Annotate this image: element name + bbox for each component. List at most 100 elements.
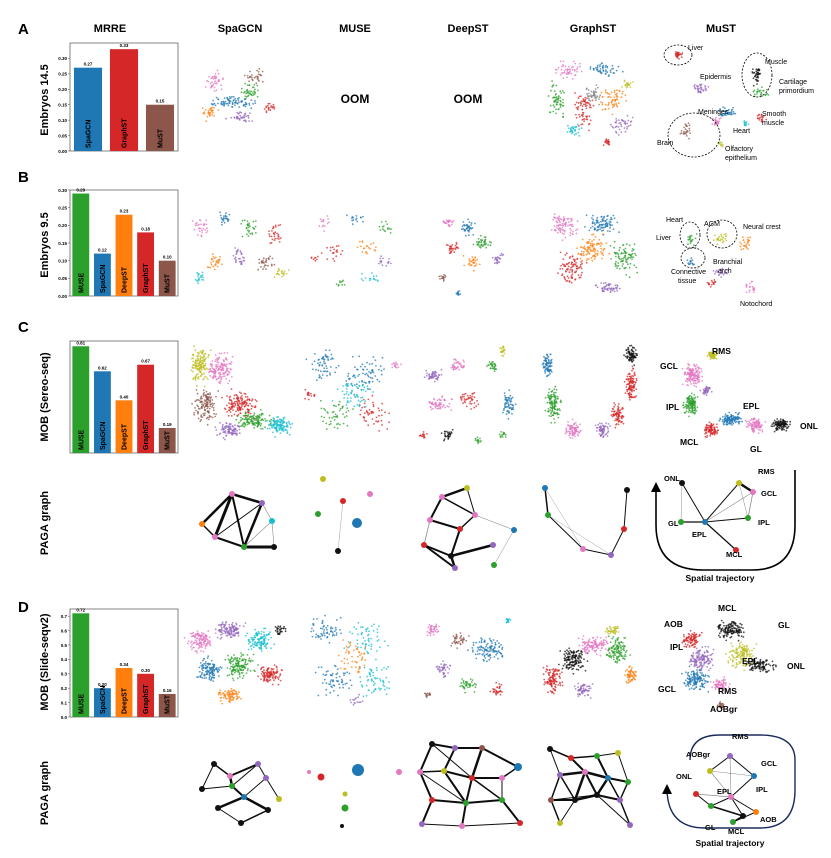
scatter-point	[625, 273, 628, 276]
scatter-point	[629, 380, 632, 382]
scatter-point	[706, 355, 709, 358]
scatter-point	[593, 69, 595, 71]
scatter-point	[687, 366, 690, 369]
scatter-point	[228, 96, 231, 98]
scatter-point	[227, 220, 229, 223]
scatter-point	[615, 120, 618, 122]
scatter-point	[220, 378, 222, 381]
scatter-point	[246, 419, 249, 422]
scatter-point	[215, 96, 218, 99]
scatter-point	[225, 357, 227, 359]
scatter-point	[546, 401, 549, 404]
scatter-point	[625, 349, 628, 352]
scatter-point	[632, 352, 635, 355]
scatter-point	[443, 432, 446, 435]
scatter-point	[365, 382, 367, 385]
scatter-point	[453, 366, 456, 369]
scatter-point	[222, 423, 224, 426]
scatter-point	[428, 374, 430, 376]
scatter-point	[223, 215, 225, 218]
scatter-point	[602, 254, 605, 257]
scatter-point	[514, 403, 517, 405]
scatter-point	[384, 411, 386, 414]
scatter-point	[725, 233, 727, 235]
scatter-point	[221, 103, 224, 106]
scatter-point	[214, 80, 217, 83]
scatter-point	[272, 103, 275, 106]
bar-must	[158, 260, 176, 296]
scatter-point	[238, 117, 241, 120]
scatter-point	[617, 65, 620, 68]
scatter-point	[571, 219, 573, 222]
scatter-point	[617, 406, 620, 409]
scatter-point	[581, 259, 584, 262]
scatter-point	[201, 231, 204, 234]
scatter-point	[604, 433, 607, 436]
scatter-point	[571, 78, 574, 80]
scatter-point	[200, 400, 202, 403]
scatter-point	[575, 424, 578, 427]
scatter-point	[600, 226, 602, 229]
scatter-point	[238, 421, 240, 424]
scatter-point	[214, 77, 217, 80]
scatter-point	[616, 284, 619, 286]
scatter-point	[689, 132, 691, 135]
scatter-point	[361, 406, 363, 409]
scatter-point	[588, 95, 591, 97]
scatter-point	[596, 95, 599, 98]
scatter-point	[506, 398, 508, 401]
scatter-point	[505, 413, 508, 415]
scatter-point	[358, 404, 360, 406]
scatter-point	[237, 249, 240, 252]
scatter-point	[339, 423, 341, 426]
scatter-point	[557, 413, 560, 416]
scatter-point	[556, 217, 558, 220]
scatter-point	[615, 121, 617, 124]
scatter-point	[553, 418, 555, 420]
scatter-point	[210, 263, 213, 266]
scatter-point	[755, 68, 758, 71]
scatter-point	[449, 245, 451, 248]
scatter-point	[604, 287, 606, 289]
scatter-point	[557, 95, 560, 97]
scatter-point	[758, 69, 761, 72]
scatter-point	[688, 394, 691, 397]
scatter-point	[291, 422, 294, 425]
scatter-point	[590, 90, 593, 93]
scatter-point	[565, 252, 568, 255]
scatter-point	[195, 365, 197, 367]
scatter-point	[261, 70, 264, 73]
scatter-point	[576, 258, 579, 260]
scatter-point	[369, 388, 371, 391]
scatter-point	[448, 219, 451, 222]
scatter-point	[696, 396, 699, 398]
scatter-point	[502, 346, 505, 349]
scatter-point	[324, 409, 327, 412]
scatter-point	[615, 102, 618, 105]
scatter-point	[688, 137, 690, 140]
scatter-point	[279, 426, 281, 429]
scatter-point	[553, 400, 556, 403]
scatter-point	[267, 102, 270, 105]
scatter-point	[240, 392, 243, 395]
scatter-point	[599, 68, 602, 70]
scatter-point	[470, 222, 473, 225]
scatter-point	[245, 412, 248, 414]
scatter-point	[426, 372, 428, 375]
scatter-point	[358, 373, 360, 376]
scatter-point	[264, 418, 266, 420]
scatter-point	[747, 123, 750, 126]
scatter-point	[246, 398, 249, 401]
scatter-point	[345, 415, 348, 417]
scatter-point	[472, 243, 475, 246]
scatter-point	[575, 132, 577, 135]
scatter-point	[234, 404, 237, 407]
scatter-point	[618, 414, 621, 416]
scatter-point	[632, 248, 635, 251]
scatter-point	[319, 370, 322, 373]
scatter-point	[504, 436, 507, 438]
scatter-point	[200, 407, 203, 409]
scatter-point	[598, 103, 600, 106]
scatter-point	[247, 235, 250, 238]
y-tick-label: 0.10	[58, 258, 67, 263]
